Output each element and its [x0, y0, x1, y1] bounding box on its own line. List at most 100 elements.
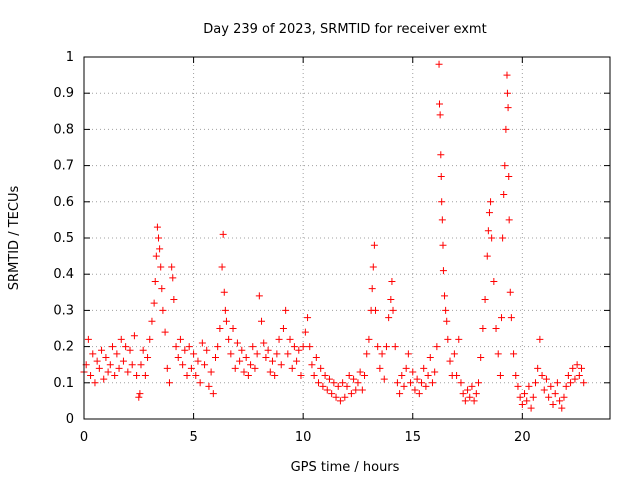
- data-point: [221, 306, 229, 314]
- data-point: [222, 317, 230, 325]
- data-point: [201, 361, 209, 369]
- data-point: [240, 368, 248, 376]
- data-point: [409, 368, 417, 376]
- data-point: [244, 372, 252, 380]
- data-point: [122, 343, 130, 351]
- data-point: [308, 361, 316, 369]
- data-point: [389, 306, 397, 314]
- data-point: [443, 317, 451, 325]
- data-point: [288, 364, 296, 372]
- data-point: [506, 288, 514, 296]
- data-point: [510, 350, 518, 358]
- data-point: [472, 390, 480, 398]
- data-point: [317, 364, 325, 372]
- data-point: [370, 241, 378, 249]
- data-point: [152, 252, 160, 260]
- data-point: [363, 350, 371, 358]
- data-point: [418, 379, 426, 387]
- data-point: [334, 382, 342, 390]
- data-point: [209, 390, 217, 398]
- data-point: [549, 401, 557, 409]
- data-point: [176, 335, 184, 343]
- data-point: [500, 191, 508, 199]
- data-point: [169, 274, 177, 282]
- data-point: [295, 346, 303, 354]
- data-point: [444, 335, 452, 343]
- data-point: [253, 350, 261, 358]
- data-point: [439, 267, 447, 275]
- x-tick-label: 0: [80, 430, 88, 445]
- data-point: [315, 379, 323, 387]
- data-point: [393, 379, 401, 387]
- data-point: [404, 350, 412, 358]
- data-point: [117, 335, 125, 343]
- data-point: [396, 390, 404, 398]
- data-point: [529, 393, 537, 401]
- data-point: [438, 198, 446, 206]
- data-point: [187, 364, 195, 372]
- data-point: [571, 375, 579, 383]
- data-point: [402, 364, 410, 372]
- data-point: [562, 382, 570, 390]
- data-point: [310, 372, 318, 380]
- data-point: [133, 372, 141, 380]
- data-point: [196, 379, 204, 387]
- data-point: [558, 404, 566, 412]
- data-point: [312, 353, 320, 361]
- data-point: [436, 111, 444, 119]
- data-point: [231, 364, 239, 372]
- data-point: [441, 292, 449, 300]
- data-point: [523, 397, 531, 405]
- data-point: [428, 379, 436, 387]
- data-point: [161, 328, 169, 336]
- data-point: [247, 361, 255, 369]
- data-point: [119, 357, 127, 365]
- data-point: [214, 343, 222, 351]
- data-point: [459, 390, 467, 398]
- data-point: [229, 325, 237, 332]
- data-point: [352, 386, 360, 394]
- data-point: [415, 390, 423, 398]
- data-point: [290, 343, 298, 351]
- y-tick-label: 0.1: [53, 376, 74, 391]
- data-point: [236, 357, 244, 365]
- data-point: [461, 397, 469, 405]
- data-point: [181, 346, 189, 354]
- data-point: [153, 223, 161, 231]
- data-point: [277, 361, 285, 369]
- data-point: [141, 372, 149, 380]
- data-point: [297, 372, 305, 380]
- data-point: [128, 361, 136, 369]
- data-point: [172, 343, 180, 351]
- chart-title: Day 239 of 2023, SRMTID for receiver exm…: [203, 22, 486, 37]
- data-point: [345, 372, 353, 380]
- data-point: [282, 306, 290, 314]
- data-point: [504, 104, 512, 112]
- data-point: [468, 382, 476, 390]
- data-point: [198, 339, 206, 347]
- data-point: [341, 393, 349, 401]
- data-point: [431, 368, 439, 376]
- data-point: [575, 372, 583, 380]
- data-point: [387, 296, 395, 304]
- data-point: [501, 162, 509, 170]
- data-point: [388, 277, 396, 285]
- data-point: [464, 386, 472, 394]
- data-point: [496, 372, 504, 380]
- data-point: [514, 382, 522, 390]
- data-point: [163, 364, 171, 372]
- data-point: [433, 343, 441, 351]
- data-point: [258, 317, 266, 325]
- data-point: [106, 361, 114, 369]
- data-point: [420, 364, 428, 372]
- y-tick-label: 1: [66, 50, 74, 65]
- data-point: [516, 393, 524, 401]
- data-point: [330, 379, 338, 387]
- data-point: [183, 372, 191, 380]
- data-point: [580, 379, 588, 387]
- data-point: [502, 125, 510, 133]
- data-point: [233, 339, 241, 347]
- data-point: [155, 234, 163, 242]
- data-point: [225, 335, 233, 343]
